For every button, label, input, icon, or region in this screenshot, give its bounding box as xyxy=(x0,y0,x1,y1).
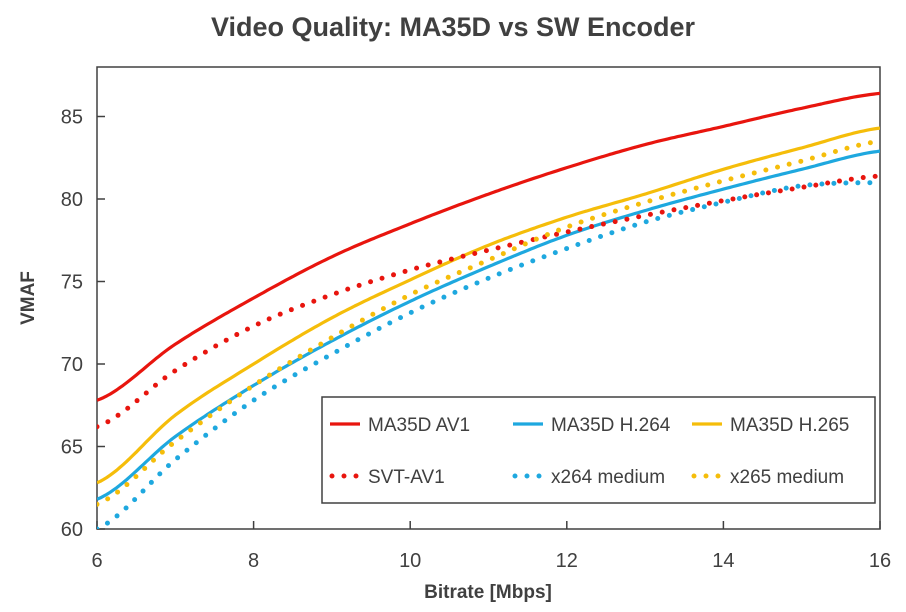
series-line-x264-medium xyxy=(97,180,880,529)
x-tick-label: 10 xyxy=(399,550,421,572)
x-tick-label: 14 xyxy=(712,550,734,572)
legend-label: MA35D H.265 xyxy=(730,415,849,436)
y-tick-label: 70 xyxy=(61,354,83,376)
series-layer xyxy=(97,91,880,529)
x-axis: 6 8 10 12 14 16 xyxy=(91,521,891,572)
legend-label: x265 medium xyxy=(730,467,844,488)
y-tick-label: 60 xyxy=(61,519,83,541)
x-tick-label: 6 xyxy=(91,550,102,572)
x-tick-label: 12 xyxy=(556,550,578,572)
series-line-svt-av1 xyxy=(97,173,880,430)
y-tick-label: 80 xyxy=(61,189,83,211)
series-line-ma35d-av1 xyxy=(97,91,880,402)
legend-label: MA35D AV1 xyxy=(368,415,470,436)
chart-title: Video Quality: MA35D vs SW Encoder xyxy=(211,12,696,42)
series-line-ma35d-h-265 xyxy=(97,126,880,485)
x-axis-title: Bitrate [Mbps] xyxy=(424,582,552,603)
legend-label: SVT-AV1 xyxy=(368,467,445,488)
y-tick-label: 75 xyxy=(61,272,83,294)
legend-label: MA35D H.264 xyxy=(551,415,671,436)
y-tick-label: 85 xyxy=(61,107,83,129)
x-tick-label: 8 xyxy=(248,550,259,572)
y-tick-label: 65 xyxy=(61,437,83,459)
y-axis: 60 65 70 75 80 85 xyxy=(61,107,105,541)
y-axis-title: VMAF xyxy=(18,271,39,325)
legend-box xyxy=(321,396,876,504)
x-tick-label: 16 xyxy=(869,550,891,572)
legend: MA35D AV1 MA35D H.264 MA35D H.265 SVT-AV1 x2… xyxy=(321,396,876,504)
legend-label: x264 medium xyxy=(551,467,665,488)
